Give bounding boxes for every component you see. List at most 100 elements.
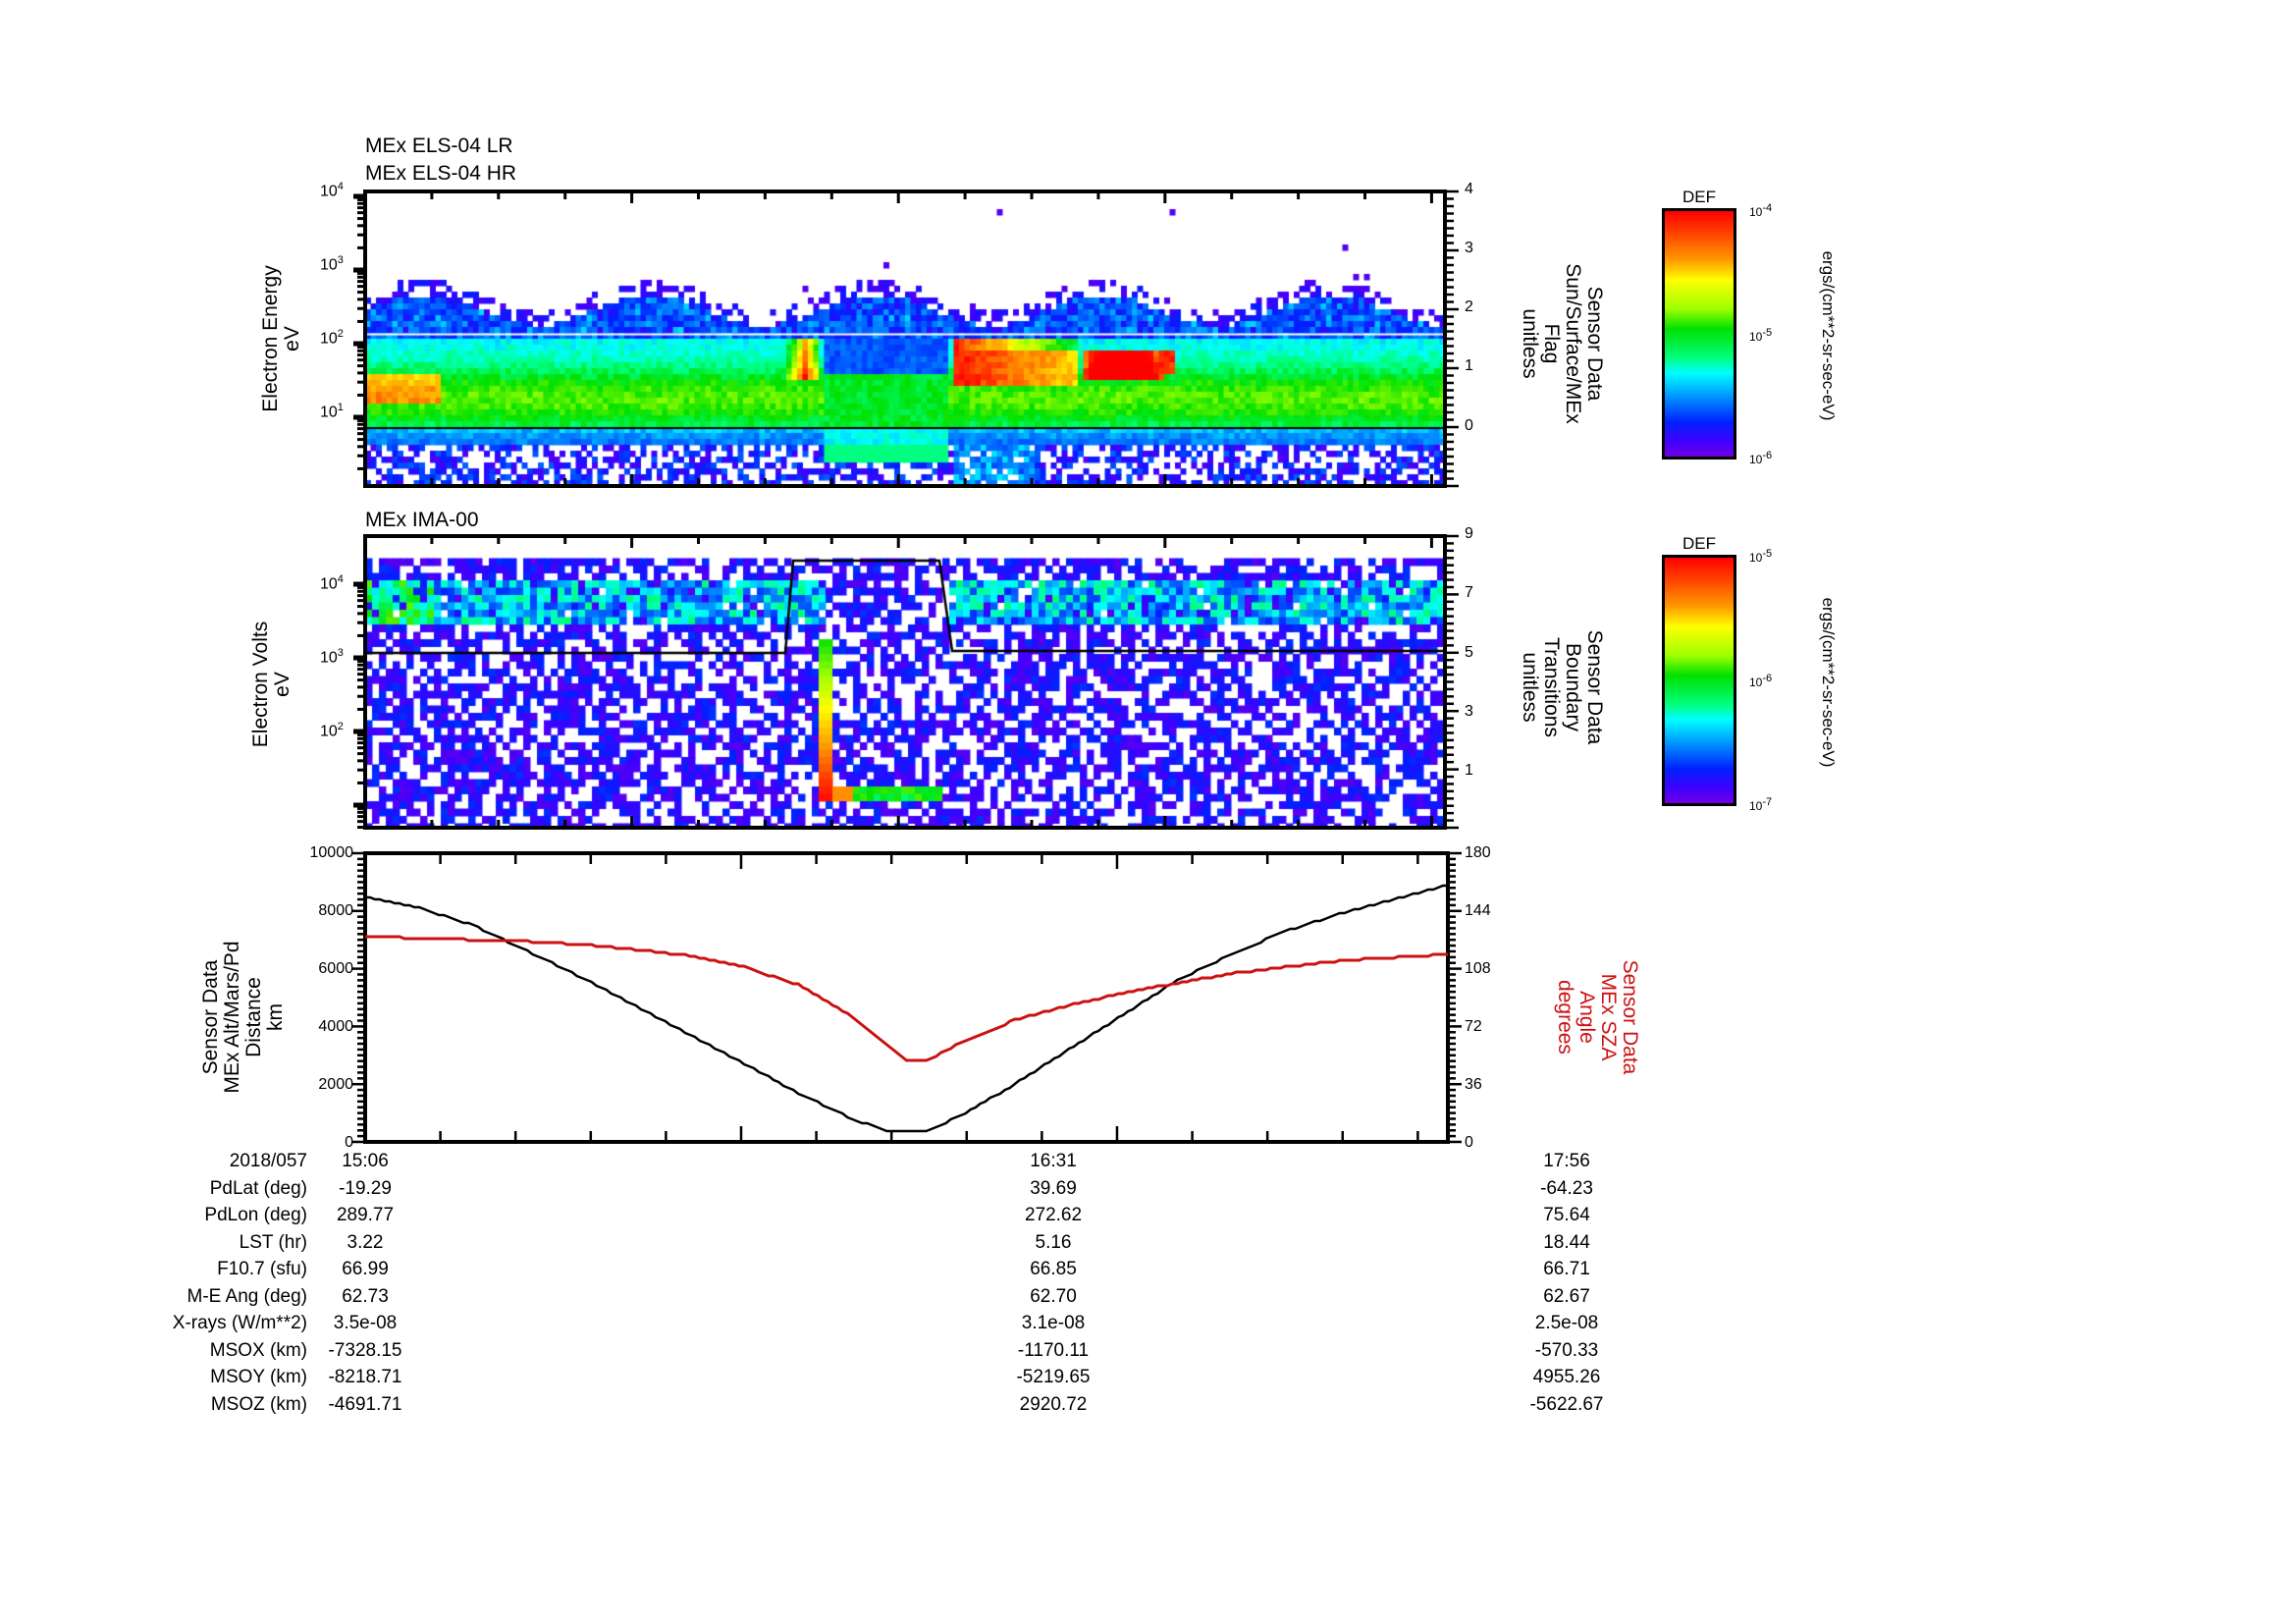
- ephemeris-value: 18.44: [1543, 1231, 1590, 1253]
- orbit-llabel-2: MEx Alt/Mars/Pd: [221, 941, 243, 1094]
- ephemeris-value: 3.5e-08: [333, 1313, 398, 1333]
- ephemeris-label: PdLat (deg): [209, 1177, 307, 1199]
- els-spectrogram: [365, 191, 1445, 486]
- ephemeris-label: F10.7 (sfu): [217, 1259, 307, 1279]
- els-cb-units: ergs/(cm**2-sr-sec-eV): [1819, 250, 1838, 421]
- ephemeris-label: M-E Ang (deg): [187, 1285, 308, 1307]
- orbit-ltick-6000: 6000: [318, 960, 353, 977]
- els-right-label: Sensor Data Sun/Surface/MEx Flag unitles…: [1517, 216, 1606, 471]
- ephemeris-label: MSOZ (km): [210, 1393, 307, 1415]
- ephemeris-value: 62.70: [1030, 1285, 1077, 1307]
- ima-rlabel-4: unitless: [1519, 652, 1541, 723]
- ephemeris-label: PdLon (deg): [204, 1205, 307, 1225]
- els-colorbar-title: DEF: [1682, 188, 1716, 206]
- ephemeris-value: -570.33: [1534, 1339, 1599, 1361]
- els-rlabel-1: Sensor Data: [1583, 286, 1606, 402]
- ephemeris-value: -8218.71: [328, 1367, 402, 1387]
- ima-rtick-5: 5: [1465, 644, 1473, 661]
- ima-rlabel-2: Boundary: [1562, 643, 1584, 731]
- orbit-rtick-0: 0: [1465, 1134, 1473, 1151]
- ephemeris-value: -64.23: [1540, 1177, 1593, 1199]
- orbit-ltick-0: 0: [345, 1134, 353, 1151]
- ephemeris-value: -5219.65: [1016, 1367, 1091, 1387]
- els-ytick-1e4: 104: [320, 181, 344, 200]
- ephemeris-value: 272.62: [1024, 1205, 1083, 1225]
- ima-rlabel-3: Transitions: [1540, 637, 1563, 737]
- ima-colorbar-title: DEF: [1682, 534, 1716, 553]
- ephemeris-value: 66.85: [1030, 1259, 1077, 1279]
- els-ytick-1e1: 101: [320, 402, 344, 421]
- ephemeris-label: LST (hr): [239, 1231, 307, 1253]
- ima-ytick-1e2: 102: [320, 721, 344, 740]
- ephemeris-label: MSOY (km): [210, 1367, 307, 1387]
- ephemeris-value: 66.71: [1543, 1259, 1590, 1279]
- els-title-lr: MEx ELS-04 LR: [365, 135, 513, 157]
- els-rtick-0: 0: [1465, 417, 1473, 434]
- els-cb-tick-bot: 10-6: [1749, 450, 1773, 466]
- els-rtick-4: 4: [1465, 181, 1473, 197]
- orbit-rtick-36: 36: [1465, 1076, 1482, 1093]
- ephemeris-value: -4691.71: [328, 1393, 402, 1415]
- ephemeris-value: -19.29: [339, 1177, 392, 1199]
- orbit-plot: [351, 851, 1462, 1144]
- ephemeris-value: 16:31: [1030, 1151, 1077, 1171]
- orbit-ltick-8000: 8000: [318, 902, 353, 919]
- ima-rtick-3: 3: [1465, 703, 1473, 720]
- ephemeris-value: 2.5e-08: [1534, 1313, 1599, 1333]
- ephemeris-value: 39.69: [1030, 1177, 1077, 1199]
- ima-axes: [353, 534, 1459, 830]
- orbit-rlabel-1: Sensor Data: [1619, 959, 1641, 1075]
- ima-ylabel-line2: eV: [271, 672, 294, 697]
- orbit-rlabel-4: degrees: [1554, 980, 1576, 1055]
- els-cb-tick-top: 10-4: [1749, 202, 1773, 219]
- ima-rlabel-1: Sensor Data: [1583, 629, 1606, 745]
- els-rlabel-4: unitless: [1519, 308, 1541, 379]
- orbit-left-label: Sensor Data MEx Alt/Mars/Pd Distance km: [199, 899, 291, 1135]
- ima-ylabel-line1: Electron Volts: [249, 621, 272, 748]
- ima-cb-units: ergs/(cm**2-sr-sec-eV): [1819, 597, 1838, 768]
- orbit-rtick-108: 108: [1465, 960, 1491, 977]
- ephemeris-value: 2920.72: [1019, 1393, 1088, 1415]
- els-axes: [353, 189, 1459, 488]
- ephemeris-value: 66.99: [342, 1259, 389, 1279]
- orbit-llabel-1: Sensor Data: [199, 959, 222, 1075]
- ima-title: MEx IMA-00: [365, 509, 479, 531]
- orbit-rtick-180: 180: [1465, 844, 1491, 861]
- ephemeris-value: 75.64: [1543, 1205, 1590, 1225]
- ephemeris-value: 4955.26: [1532, 1367, 1601, 1387]
- els-ylabel-line1: Electron Energy: [259, 265, 282, 412]
- els-ytick-1e3: 103: [320, 254, 344, 274]
- ephemeris-value: -7328.15: [328, 1339, 402, 1361]
- ephemeris-value: 62.67: [1543, 1285, 1590, 1307]
- orbit-ltick-10000: 10000: [309, 844, 354, 861]
- els-colorbar: [1662, 208, 1736, 460]
- ima-rtick-1: 1: [1465, 762, 1473, 779]
- els-rtick-1: 1: [1465, 357, 1473, 374]
- ephemeris-value: -5622.67: [1529, 1393, 1604, 1415]
- orbit-rlabel-3: Angle: [1575, 991, 1598, 1044]
- orbit-rtick-72: 72: [1465, 1018, 1482, 1035]
- ephemeris-label: X-rays (W/m**2): [172, 1313, 307, 1333]
- ima-ytick-1e4: 104: [320, 573, 344, 593]
- orbit-rlabel-2: MEx SZA: [1597, 973, 1620, 1061]
- ephemeris-value: 15:06: [342, 1151, 389, 1171]
- els-rlabel-3: Flag: [1540, 323, 1563, 364]
- orbit-right-label: Sensor Data MEx SZA Angle degrees: [1550, 899, 1641, 1135]
- ima-ytick-1e3: 103: [320, 647, 344, 667]
- ima-cb-tick-top: 10-5: [1749, 548, 1773, 565]
- ephemeris-value: 3.1e-08: [1021, 1313, 1086, 1333]
- ephemeris-label: 2018/057: [229, 1151, 307, 1171]
- ima-spectrogram: [365, 536, 1445, 828]
- els-rtick-2: 2: [1465, 298, 1473, 315]
- els-ytick-1e2: 102: [320, 328, 344, 348]
- orbit-llabel-3: Distance: [242, 977, 265, 1057]
- els-ylabel: Electron Energy eV: [259, 231, 309, 447]
- els-rtick-3: 3: [1465, 240, 1473, 256]
- ephemeris-value: 17:56: [1543, 1151, 1590, 1171]
- ima-colorbar: [1662, 555, 1736, 806]
- ima-right-label: Sensor Data Boundary Transitions unitles…: [1517, 560, 1606, 815]
- ima-rtick-9: 9: [1465, 525, 1473, 542]
- orbit-rtick-144: 144: [1465, 902, 1491, 919]
- ephemeris-value: 62.73: [342, 1285, 389, 1307]
- ephemeris-value: -1170.11: [1017, 1339, 1090, 1361]
